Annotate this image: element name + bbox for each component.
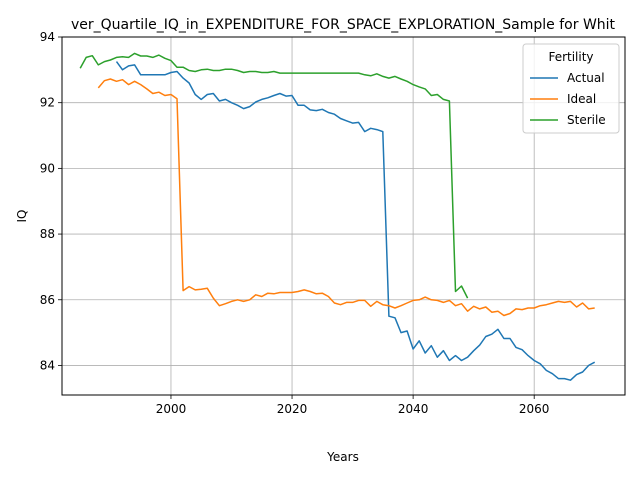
y-tick-label: 94 bbox=[40, 30, 55, 44]
legend: Fertility Actual Ideal Sterile bbox=[522, 43, 620, 134]
y-tick-label: 92 bbox=[40, 96, 55, 110]
series-line-sterile bbox=[79, 52, 469, 299]
legend-label-sterile: Sterile bbox=[567, 113, 606, 127]
chart-title: ver_Quartile_IQ_in_EXPENDITURE_FOR_SPACE… bbox=[71, 17, 616, 33]
series-lines bbox=[79, 52, 596, 381]
x-tick-label: 2020 bbox=[277, 402, 308, 416]
legend-label-actual: Actual bbox=[567, 71, 605, 85]
y-axis-label: IQ bbox=[15, 210, 29, 223]
legend-label-ideal: Ideal bbox=[567, 92, 596, 106]
legend-box bbox=[522, 43, 620, 134]
x-tick-label: 2060 bbox=[519, 402, 550, 416]
series-line-ideal bbox=[97, 78, 595, 317]
y-tick-label: 90 bbox=[40, 161, 55, 175]
series-line-actual bbox=[115, 61, 596, 381]
y-axis: 84 86 88 90 92 94 bbox=[40, 30, 62, 372]
plot-frame bbox=[61, 36, 626, 396]
legend-title: Fertility bbox=[548, 50, 593, 64]
x-axis-label: Years bbox=[326, 450, 359, 464]
x-tick-label: 2000 bbox=[156, 402, 187, 416]
x-tick-label: 2040 bbox=[398, 402, 429, 416]
y-tick-label: 84 bbox=[40, 358, 55, 372]
y-tick-label: 86 bbox=[40, 293, 55, 307]
y-tick-label: 88 bbox=[40, 227, 55, 241]
x-axis: 2000 2020 2040 2060 bbox=[156, 395, 550, 416]
